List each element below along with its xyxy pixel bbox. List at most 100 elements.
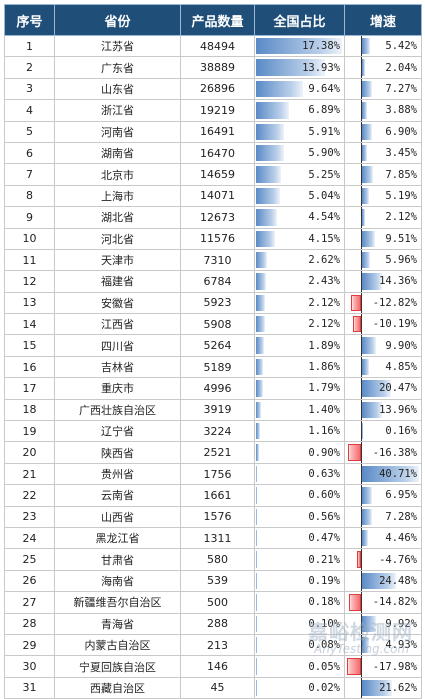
share-value: 0.18% xyxy=(308,596,340,609)
table-row: 2 广东省 38889 13.93% 2.04% xyxy=(4,56,422,79)
province-cell: 四川省 xyxy=(54,334,181,357)
table-body: 1 江苏省 48494 17.38% 5.42% 2 广东省 38889 13.93% 2.04%… xyxy=(4,34,422,699)
rank-cell: 19 xyxy=(4,420,55,443)
share-bar xyxy=(256,230,275,247)
growth-cell: 9.90% xyxy=(344,334,422,357)
growth-bar xyxy=(362,508,373,525)
growth-axis xyxy=(361,335,362,356)
share-cell: 6.89% xyxy=(254,99,345,122)
growth-value: 40.71% xyxy=(379,468,417,480)
growth-value: -14.82% xyxy=(372,596,417,609)
growth-axis xyxy=(361,164,362,185)
province-cell: 贵州省 xyxy=(54,462,181,486)
table-row: 13 安徽省 5923 2.12% -12.82% xyxy=(4,291,422,315)
growth-axis xyxy=(361,485,362,506)
share-cell: 2.62% xyxy=(254,248,345,272)
table-row: 23 山西省 1576 0.56% 7.28% xyxy=(4,505,422,528)
table-row: 11 天津市 7310 2.62% 5.96% xyxy=(4,248,422,272)
table-row: 9 湖北省 12673 4.54% 2.12% xyxy=(4,206,422,229)
growth-value: 2.04% xyxy=(385,61,417,74)
share-bar xyxy=(256,679,257,697)
rank-cell: 16 xyxy=(4,355,55,379)
share-bar xyxy=(256,594,257,611)
rank-cell: 22 xyxy=(4,484,55,507)
share-cell: 0.47% xyxy=(254,526,345,550)
table-row: 15 四川省 5264 1.89% 9.90% xyxy=(4,334,422,357)
share-cell: 13.93% xyxy=(254,56,345,79)
count-cell: 1756 xyxy=(180,462,255,486)
table-row: 16 吉林省 5189 1.86% 4.85% xyxy=(4,355,422,379)
rank-cell: 17 xyxy=(4,377,55,400)
count-cell: 5189 xyxy=(180,355,255,379)
rank-cell: 6 xyxy=(4,141,55,165)
growth-bar xyxy=(347,658,361,675)
growth-axis xyxy=(361,592,362,613)
share-bar xyxy=(256,337,264,354)
province-cell: 内蒙古自治区 xyxy=(54,633,181,657)
share-cell: 0.05% xyxy=(254,655,345,678)
share-bar xyxy=(256,273,267,290)
growth-bar xyxy=(362,166,373,183)
share-cell: 9.64% xyxy=(254,77,345,101)
growth-value: 4.46% xyxy=(385,532,417,545)
growth-bar xyxy=(362,230,376,247)
count-cell: 14659 xyxy=(180,163,255,186)
share-cell: 1.16% xyxy=(254,420,345,443)
table-row: 1 江苏省 48494 17.38% 5.42% xyxy=(4,34,422,58)
share-value: 6.89% xyxy=(308,104,340,117)
growth-value: 7.85% xyxy=(385,168,417,181)
growth-axis xyxy=(361,185,362,207)
growth-cell: -10.19% xyxy=(344,313,422,336)
share-value: 5.91% xyxy=(308,125,340,138)
growth-axis xyxy=(361,442,362,463)
growth-bar xyxy=(357,551,361,568)
share-bar xyxy=(256,187,280,205)
share-bar xyxy=(256,358,264,376)
share-bar xyxy=(256,423,260,440)
province-cell: 辽宁省 xyxy=(54,420,181,443)
share-cell: 4.54% xyxy=(254,206,345,229)
share-cell: 17.38% xyxy=(254,34,345,58)
count-cell: 7310 xyxy=(180,248,255,272)
count-cell: 48494 xyxy=(180,34,255,58)
share-value: 0.90% xyxy=(308,446,340,459)
share-bar xyxy=(256,551,257,568)
growth-value: 24.48% xyxy=(379,574,417,587)
share-cell: 0.02% xyxy=(254,676,345,699)
growth-cell: 4.46% xyxy=(344,526,422,550)
count-cell: 3224 xyxy=(180,420,255,443)
growth-cell: 5.96% xyxy=(344,248,422,272)
growth-cell: 40.71% xyxy=(344,462,422,486)
rank-cell: 9 xyxy=(4,206,55,229)
growth-bar xyxy=(362,487,372,504)
count-cell: 2521 xyxy=(180,441,255,464)
rank-cell: 14 xyxy=(4,313,55,336)
share-bar xyxy=(256,251,268,269)
share-cell: 5.25% xyxy=(254,163,345,186)
growth-cell: -12.82% xyxy=(344,291,422,315)
growth-bar xyxy=(353,316,361,333)
share-cell: 2.12% xyxy=(254,291,345,315)
province-cell: 广西壮族自治区 xyxy=(54,398,181,422)
count-cell: 1576 xyxy=(180,505,255,528)
growth-value: 5.96% xyxy=(385,254,417,267)
province-cell: 湖北省 xyxy=(54,206,181,229)
share-bar xyxy=(256,444,259,461)
growth-cell: 7.27% xyxy=(344,77,422,101)
share-value: 0.19% xyxy=(308,574,340,587)
count-cell: 500 xyxy=(180,591,255,614)
province-cell: 安徽省 xyxy=(54,291,181,315)
growth-value: 6.90% xyxy=(385,125,417,138)
count-cell: 3919 xyxy=(180,398,255,422)
rank-cell: 29 xyxy=(4,633,55,657)
count-cell: 16470 xyxy=(180,141,255,165)
share-bar xyxy=(256,80,303,98)
share-cell: 1.79% xyxy=(254,377,345,400)
rank-cell: 4 xyxy=(4,99,55,122)
rank-cell: 10 xyxy=(4,227,55,250)
growth-value: 7.27% xyxy=(385,82,417,95)
share-value: 0.10% xyxy=(308,617,340,630)
growth-bar xyxy=(362,102,368,119)
rank-cell: 24 xyxy=(4,526,55,550)
share-bar xyxy=(256,209,277,226)
